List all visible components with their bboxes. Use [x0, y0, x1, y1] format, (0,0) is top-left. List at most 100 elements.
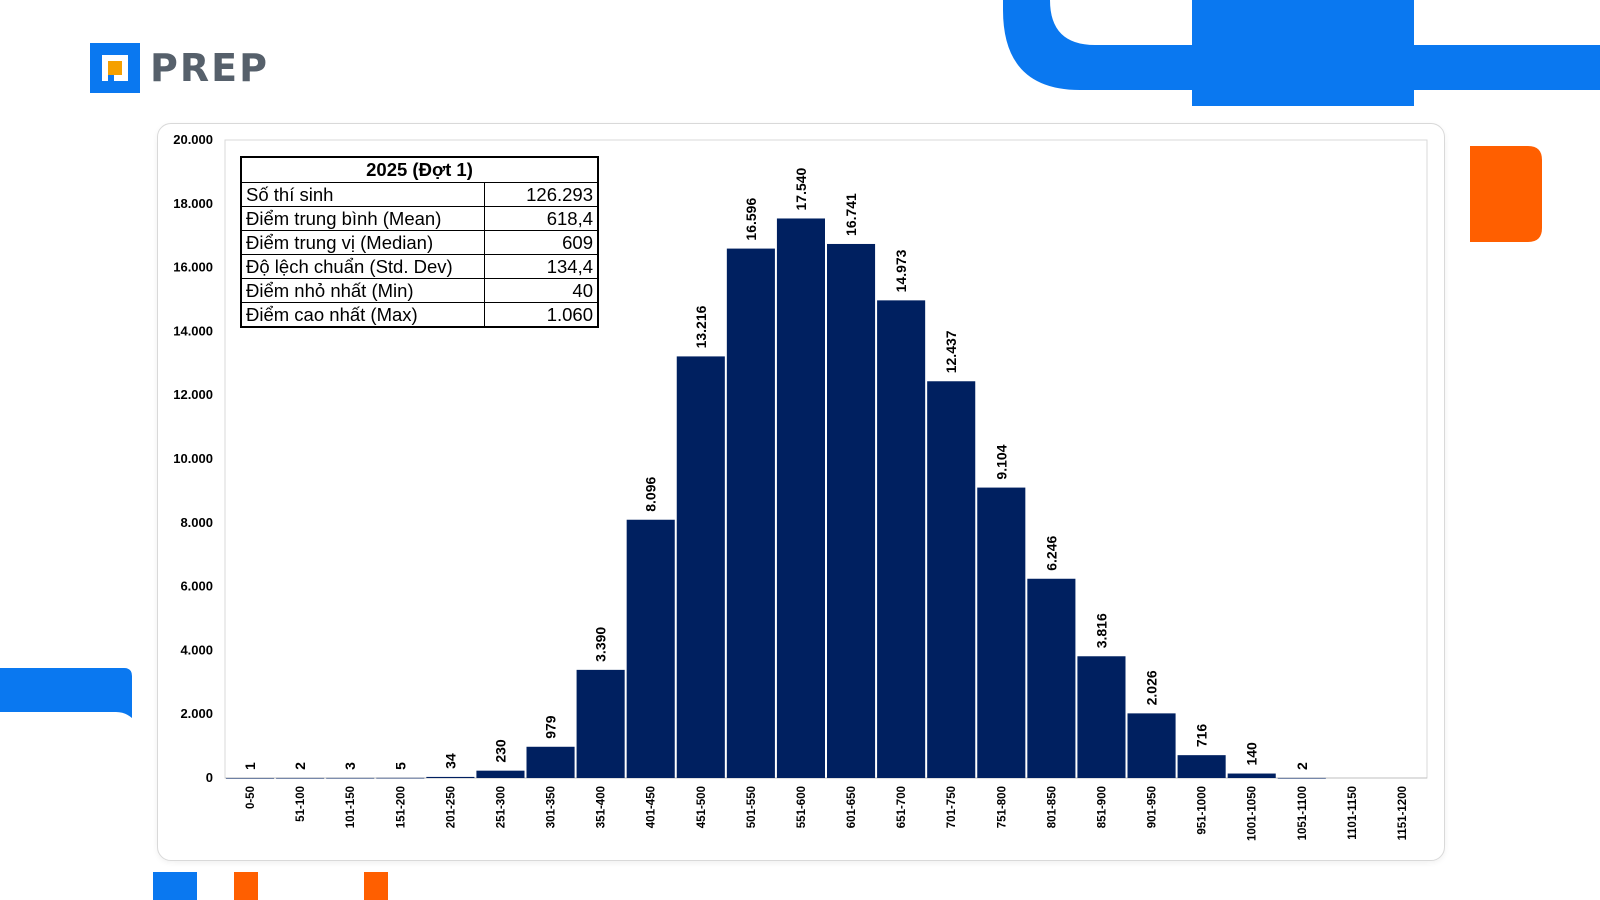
bar — [676, 356, 725, 778]
bar — [1227, 773, 1276, 778]
bar-data-label: 3.390 — [593, 627, 609, 662]
bar-data-label: 12.437 — [943, 330, 959, 373]
x-tick-label: 1001-1050 — [1247, 786, 1259, 841]
stats-row: Điểm cao nhất (Max) 1.060 — [240, 302, 599, 328]
prep-logo-icon — [90, 43, 140, 93]
bar-data-label: 17.540 — [793, 167, 809, 210]
x-tick-label: 201-250 — [445, 786, 457, 828]
x-axis-ticks: 0-50 51-100 101-150 151-200 201-250 251-300 30… — [245, 786, 1409, 841]
bar-data-label: 2 — [292, 762, 308, 770]
bar-data-label: 14.973 — [893, 249, 909, 292]
stats-table-title: 2025 (Đợt 1) — [240, 156, 599, 183]
stats-value: 609 — [484, 230, 599, 255]
decor-orange-bottom-block-2 — [364, 872, 388, 900]
bar-data-label: 5 — [392, 762, 408, 770]
bar — [977, 487, 1026, 778]
y-tick-label: 10.000 — [173, 451, 213, 466]
x-tick-label: 501-550 — [746, 786, 758, 828]
bar-data-label: 716 — [1194, 724, 1210, 748]
decor-blue-bottom-block — [153, 872, 197, 900]
stats-value: 1.060 — [484, 302, 599, 328]
stats-label: Độ lệch chuẩn (Std. Dev) — [240, 254, 485, 279]
bar-data-label: 1 — [242, 762, 258, 770]
x-tick-label: 951-1000 — [1197, 786, 1209, 835]
stats-label: Điểm trung vị (Median) — [240, 230, 485, 255]
data-labels: 1 2 3 5 34 230 979 3.390 8.096 13.216 16.596 17.540… — [242, 167, 1310, 770]
y-tick-label: 16.000 — [173, 260, 213, 275]
stats-row: Điểm nhỏ nhất (Min) 40 — [240, 278, 599, 303]
x-tick-label: 301-350 — [546, 786, 558, 828]
y-tick-label: 18.000 — [173, 196, 213, 211]
x-tick-label: 0-50 — [245, 786, 257, 809]
bar — [776, 218, 825, 778]
stats-row: Điểm trung bình (Mean) 618,4 — [240, 206, 599, 231]
x-tick-label: 451-500 — [696, 786, 708, 828]
x-tick-label: 1101-1150 — [1347, 786, 1359, 840]
bar — [626, 519, 675, 778]
x-tick-label: 651-700 — [896, 786, 908, 828]
bar-data-label: 34 — [442, 753, 458, 769]
x-tick-label: 151-200 — [395, 786, 407, 828]
bar — [1177, 755, 1226, 778]
bar — [276, 777, 325, 779]
bar-data-label: 230 — [492, 739, 508, 763]
stats-value: 126.293 — [484, 182, 599, 207]
stats-value: 40 — [484, 278, 599, 303]
x-tick-label: 901-950 — [1147, 786, 1159, 828]
bar — [526, 746, 575, 778]
stats-label: Điểm cao nhất (Max) — [240, 302, 485, 328]
histogram-chart: 0 2.000 4.000 6.000 8.000 10.000 12.000 14.000 1… — [173, 132, 1428, 841]
bar — [1277, 777, 1326, 779]
stats-label: Điểm trung bình (Mean) — [240, 206, 485, 231]
bar-data-label: 6.246 — [1043, 536, 1059, 571]
bar-data-label: 2 — [1294, 762, 1310, 770]
y-tick-label: 4.000 — [180, 642, 213, 657]
y-tick-label: 14.000 — [173, 323, 213, 338]
bar — [576, 669, 625, 778]
x-tick-label: 551-600 — [796, 786, 808, 828]
y-tick-label: 0 — [206, 770, 213, 785]
decor-orange-tab — [1470, 146, 1542, 242]
decor-blue-block — [1192, 0, 1414, 106]
bar — [877, 300, 926, 778]
x-tick-label: 1151-1200 — [1397, 786, 1409, 840]
x-tick-label: 851-900 — [1096, 786, 1108, 828]
bar-data-label: 8.096 — [643, 476, 659, 511]
prep-logo-text: PREP — [150, 46, 269, 90]
x-tick-label: 101-150 — [345, 786, 357, 828]
bar — [226, 777, 275, 779]
x-tick-label: 51-100 — [295, 786, 307, 822]
x-tick-label: 351-400 — [596, 786, 608, 828]
x-tick-label: 251-300 — [495, 786, 507, 828]
bar — [426, 776, 475, 778]
x-tick-label: 751-800 — [996, 786, 1008, 828]
bar — [827, 243, 876, 778]
y-tick-label: 20.000 — [173, 132, 213, 147]
bar-data-label: 9.104 — [993, 444, 1009, 479]
stats-row: Điểm trung vị (Median) 609 — [240, 230, 599, 255]
bar — [1127, 713, 1176, 778]
bar-data-label: 16.741 — [843, 193, 859, 236]
bar — [476, 770, 525, 778]
y-tick-label: 6.000 — [180, 579, 213, 594]
decor-orange-bottom-block-1 — [234, 872, 258, 900]
bar-data-label: 3.816 — [1093, 613, 1109, 648]
x-tick-label: 601-650 — [846, 786, 858, 828]
y-tick-label: 12.000 — [173, 387, 213, 402]
decor-blue-left-tab — [0, 668, 132, 718]
stats-table: 2025 (Đợt 1) Số thí sinh 126.293 Điểm tru… — [240, 156, 599, 328]
bar-data-label: 16.596 — [743, 198, 759, 241]
bar-data-label: 3 — [342, 762, 358, 770]
x-tick-label: 801-850 — [1046, 786, 1058, 828]
y-tick-label: 8.000 — [180, 515, 213, 530]
stats-value: 134,4 — [484, 254, 599, 279]
y-axis-ticks: 0 2.000 4.000 6.000 8.000 10.000 12.000 14.000 1… — [173, 132, 213, 785]
y-tick-label: 2.000 — [180, 706, 213, 721]
bars — [226, 218, 1326, 779]
bar — [1077, 656, 1126, 778]
bar-data-label: 13.216 — [693, 305, 709, 348]
bar — [927, 381, 976, 778]
bar — [1027, 578, 1076, 778]
stats-label: Số thí sinh — [240, 182, 485, 207]
prep-logo[interactable]: PREP — [88, 40, 269, 96]
